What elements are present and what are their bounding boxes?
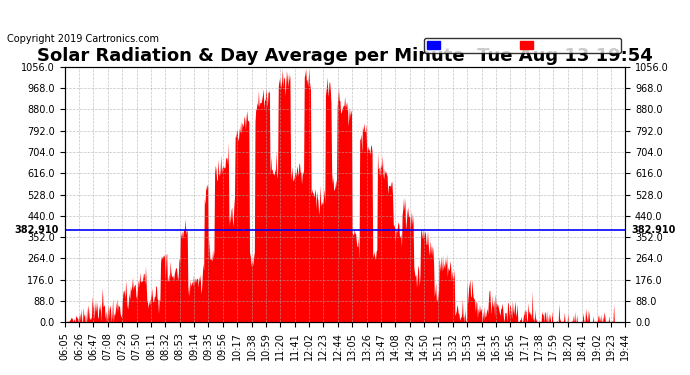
Text: 382.910: 382.910 [14, 225, 59, 235]
Text: Copyright 2019 Cartronics.com: Copyright 2019 Cartronics.com [7, 34, 159, 44]
Legend: Median (w/m2), Radiation (w/m2): Median (w/m2), Radiation (w/m2) [424, 38, 621, 53]
Text: 382.910: 382.910 [631, 225, 676, 235]
Title: Solar Radiation & Day Average per Minute  Tue Aug 13 19:54: Solar Radiation & Day Average per Minute… [37, 47, 653, 65]
